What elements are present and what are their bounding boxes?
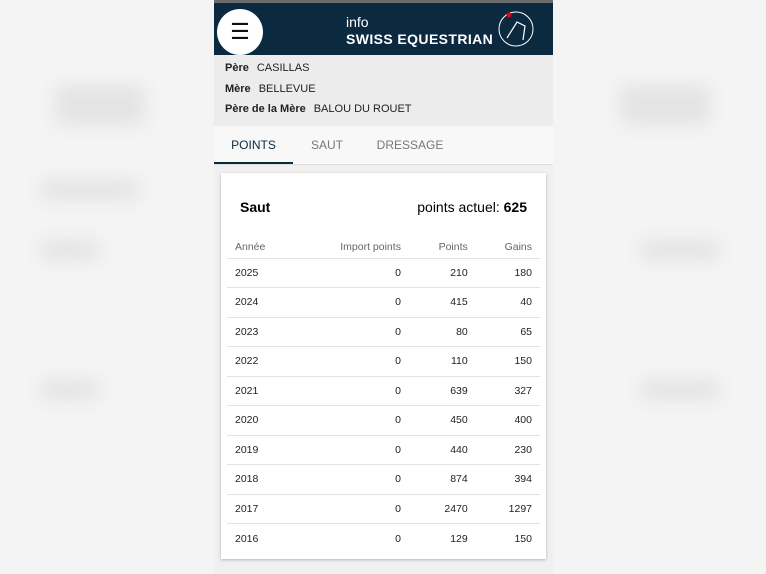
table-cell: 230 — [475, 434, 540, 465]
table-row: 2021 0 639 327 — [227, 375, 540, 406]
table-cell: 180 — [475, 257, 540, 288]
tab-points[interactable]: POINTS — [214, 126, 293, 164]
table-cell: 2470 — [408, 493, 476, 524]
table-row: 2018 0 874 394 — [227, 464, 540, 494]
table-cell: 450 — [408, 405, 476, 435]
value: BALOU DU ROUET — [313, 103, 412, 115]
table-cell: 0 — [295, 375, 409, 406]
table-cell: 2022 — [227, 346, 296, 376]
table-cell: 2023 — [227, 316, 296, 347]
table-cell: 80 — [408, 316, 476, 347]
table-cell: 415 — [408, 287, 476, 317]
table-row: 2025 0 210 180 — [227, 257, 540, 288]
points-card: Saut points actuel: 625 Année Import poin… — [221, 173, 546, 559]
table-cell: 2019 — [227, 434, 296, 465]
table-cell: 2021 — [227, 375, 296, 406]
table-cell: 0 — [295, 287, 409, 317]
table-cell: 110 — [408, 346, 476, 376]
points-table: Année Import points Points Gains 2025 0 210 18… — [227, 241, 540, 553]
table-cell: 0 — [295, 464, 409, 494]
status-strip — [214, 0, 553, 3]
table-cell: 0 — [295, 523, 409, 553]
table-cell: 2016 — [227, 523, 296, 553]
table-cell: 150 — [475, 346, 540, 376]
table-row: 2019 0 440 230 — [227, 434, 540, 465]
label: Mère — [225, 82, 251, 95]
table-cell: 210 — [408, 257, 476, 288]
card-title: Saut — [240, 199, 271, 215]
brand-line1: info — [346, 14, 369, 30]
pedigree-father: Père CASILLAS — [225, 61, 542, 82]
table-row: 2023 0 80 65 — [227, 316, 540, 347]
tab-saut[interactable]: SAUT — [310, 138, 343, 152]
brand-line2: SWISS EQUESTRIAN — [346, 31, 494, 47]
table-cell: 0 — [295, 257, 409, 288]
menu-button[interactable]: ☰ — [217, 9, 263, 55]
table-cell: 327 — [475, 375, 540, 406]
swiss-equestrian-logo — [498, 11, 534, 47]
column-header: Gains — [504, 241, 532, 253]
table-cell: 874 — [408, 464, 476, 494]
table-cell: 639 — [408, 375, 476, 406]
table-cell: 2025 — [227, 257, 296, 288]
tab-dressage[interactable]: DRESSAGE — [376, 138, 444, 152]
column-header: Année — [235, 241, 266, 253]
value: CASILLAS — [256, 62, 310, 74]
table-cell: 2017 — [227, 493, 296, 524]
pedigree-dam-sire: Père de la Mère BALOU DU ROUET — [225, 102, 542, 123]
table-cell: 0 — [295, 346, 409, 376]
value: BELLEVUE — [258, 82, 316, 95]
table-row: 2020 0 450 400 — [227, 405, 540, 435]
column-header: Points — [438, 241, 468, 253]
current-points: points actuel: 625 — [417, 199, 527, 215]
table-cell: 0 — [295, 405, 409, 435]
column-header: Import points — [340, 241, 401, 253]
table-cell: 0 — [295, 316, 409, 347]
brand: info SWISS EQUESTRIAN — [346, 14, 493, 48]
pedigree-mother: Mère BELLEVUE — [225, 82, 542, 103]
table-cell: 150 — [475, 523, 540, 553]
table-cell: 2018 — [227, 464, 296, 494]
hamburger-icon: ☰ — [230, 19, 250, 44]
app-header: ☰ info SWISS EQUESTRIAN — [214, 3, 553, 55]
label: Père de la Mère — [225, 103, 306, 115]
table-cell: 440 — [408, 434, 476, 465]
table-cell: 2024 — [227, 287, 296, 317]
table-row: 2017 0 2470 1297 — [227, 493, 540, 524]
table-cell: 129 — [408, 523, 476, 553]
points-value: 625 — [503, 199, 527, 215]
table-row: 2024 0 415 40 — [227, 287, 540, 317]
table-cell: 2020 — [227, 405, 296, 435]
table-cell: 65 — [475, 316, 540, 347]
table-cell: 394 — [475, 464, 540, 494]
table-cell: 40 — [475, 287, 540, 317]
table-row: 2022 0 110 150 — [227, 346, 540, 376]
table-row: 2016 0 129 150 — [227, 523, 540, 553]
table-cell: 0 — [295, 434, 409, 465]
table-cell: 400 — [475, 405, 540, 435]
tabs: POINTS SAUT DRESSAGE — [214, 126, 553, 165]
app-column: ☰ info SWISS EQUESTRIAN Père CASILLAS Mèr… — [214, 0, 553, 574]
label: Père — [225, 62, 249, 74]
table-cell: 1297 — [475, 493, 540, 524]
pedigree-section: Père CASILLAS Mère BELLEVUE Père de la Mèr… — [214, 55, 553, 126]
points-label: points actuel: — [417, 199, 500, 215]
table-cell: 0 — [295, 493, 409, 524]
